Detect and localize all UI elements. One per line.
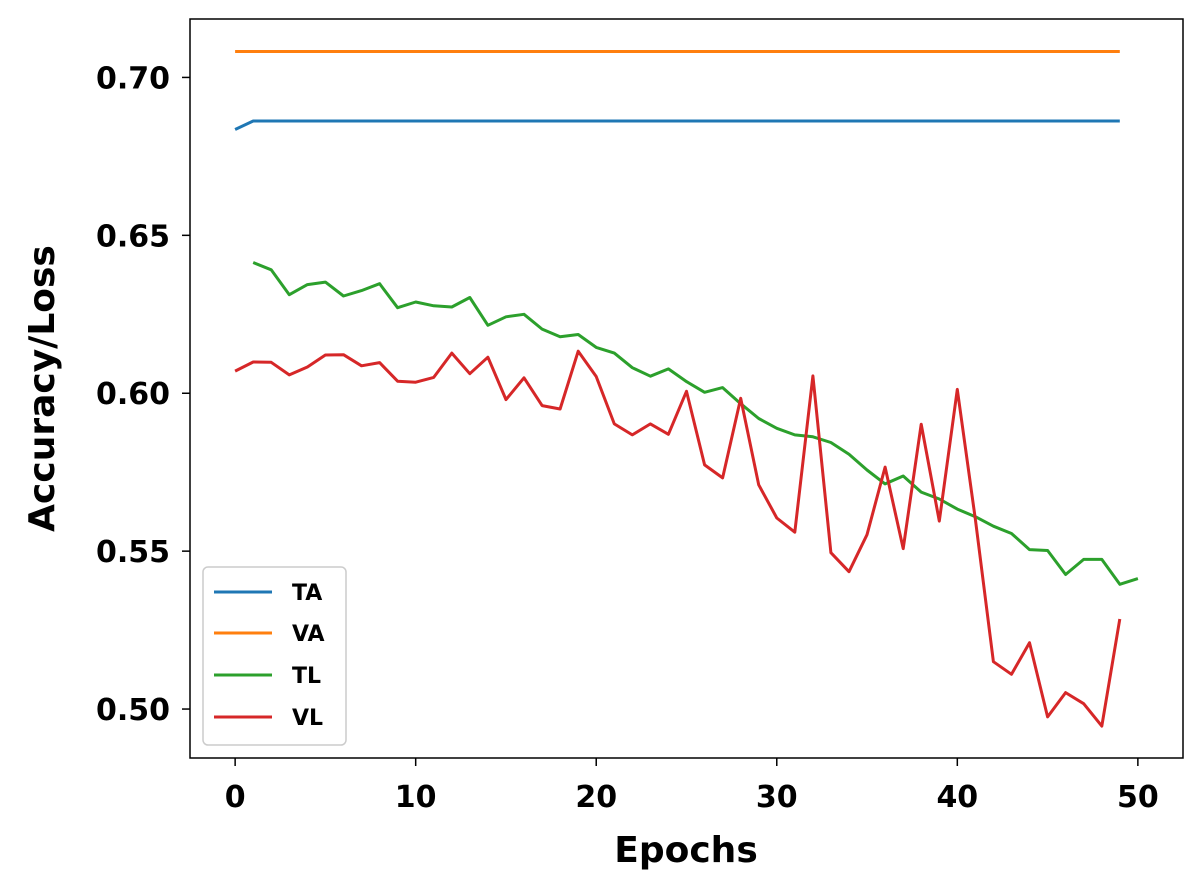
x-tick-label: 10 [395, 780, 437, 815]
y-tick-label: 0.65 [96, 219, 170, 254]
legend-label: TA [292, 581, 322, 606]
x-axis-label: Epochs [614, 830, 758, 871]
x-tick-label: 20 [575, 780, 617, 815]
legend-label: TL [292, 664, 321, 689]
legend-frame [202, 566, 347, 746]
x-tick-label: 30 [756, 780, 798, 815]
plot-area [190, 19, 1183, 758]
y-tick-label: 0.60 [96, 377, 170, 412]
axis-ticks: 0 10 20 30 40 50 0.50 0.55 0.60 0.65 0.70 [96, 61, 1159, 815]
legend-entry: VL [214, 706, 323, 731]
series-line-ta [234, 119, 1120, 131]
y-tick-label: 0.55 [96, 535, 170, 570]
x-tick-label: 0 [225, 780, 246, 815]
legend: TA VA TL VL [202, 566, 347, 746]
legend-entry: VA [214, 622, 325, 647]
series-line-vl [234, 349, 1122, 728]
legend-entry: TL [214, 664, 321, 689]
y-tick-label: 0.50 [96, 693, 170, 728]
series-lines [234, 50, 1139, 728]
x-tick-label: 50 [1117, 780, 1159, 815]
y-tick-label: 0.70 [96, 61, 170, 96]
plot-frame [189, 18, 1184, 759]
y-axis-label: Accuracy/Loss [22, 245, 63, 532]
series-line-tl [252, 261, 1139, 586]
legend-entry: TA [214, 581, 322, 606]
legend-label: VA [292, 622, 325, 647]
x-tick-label: 40 [936, 780, 978, 815]
legend-label: VL [292, 706, 323, 731]
